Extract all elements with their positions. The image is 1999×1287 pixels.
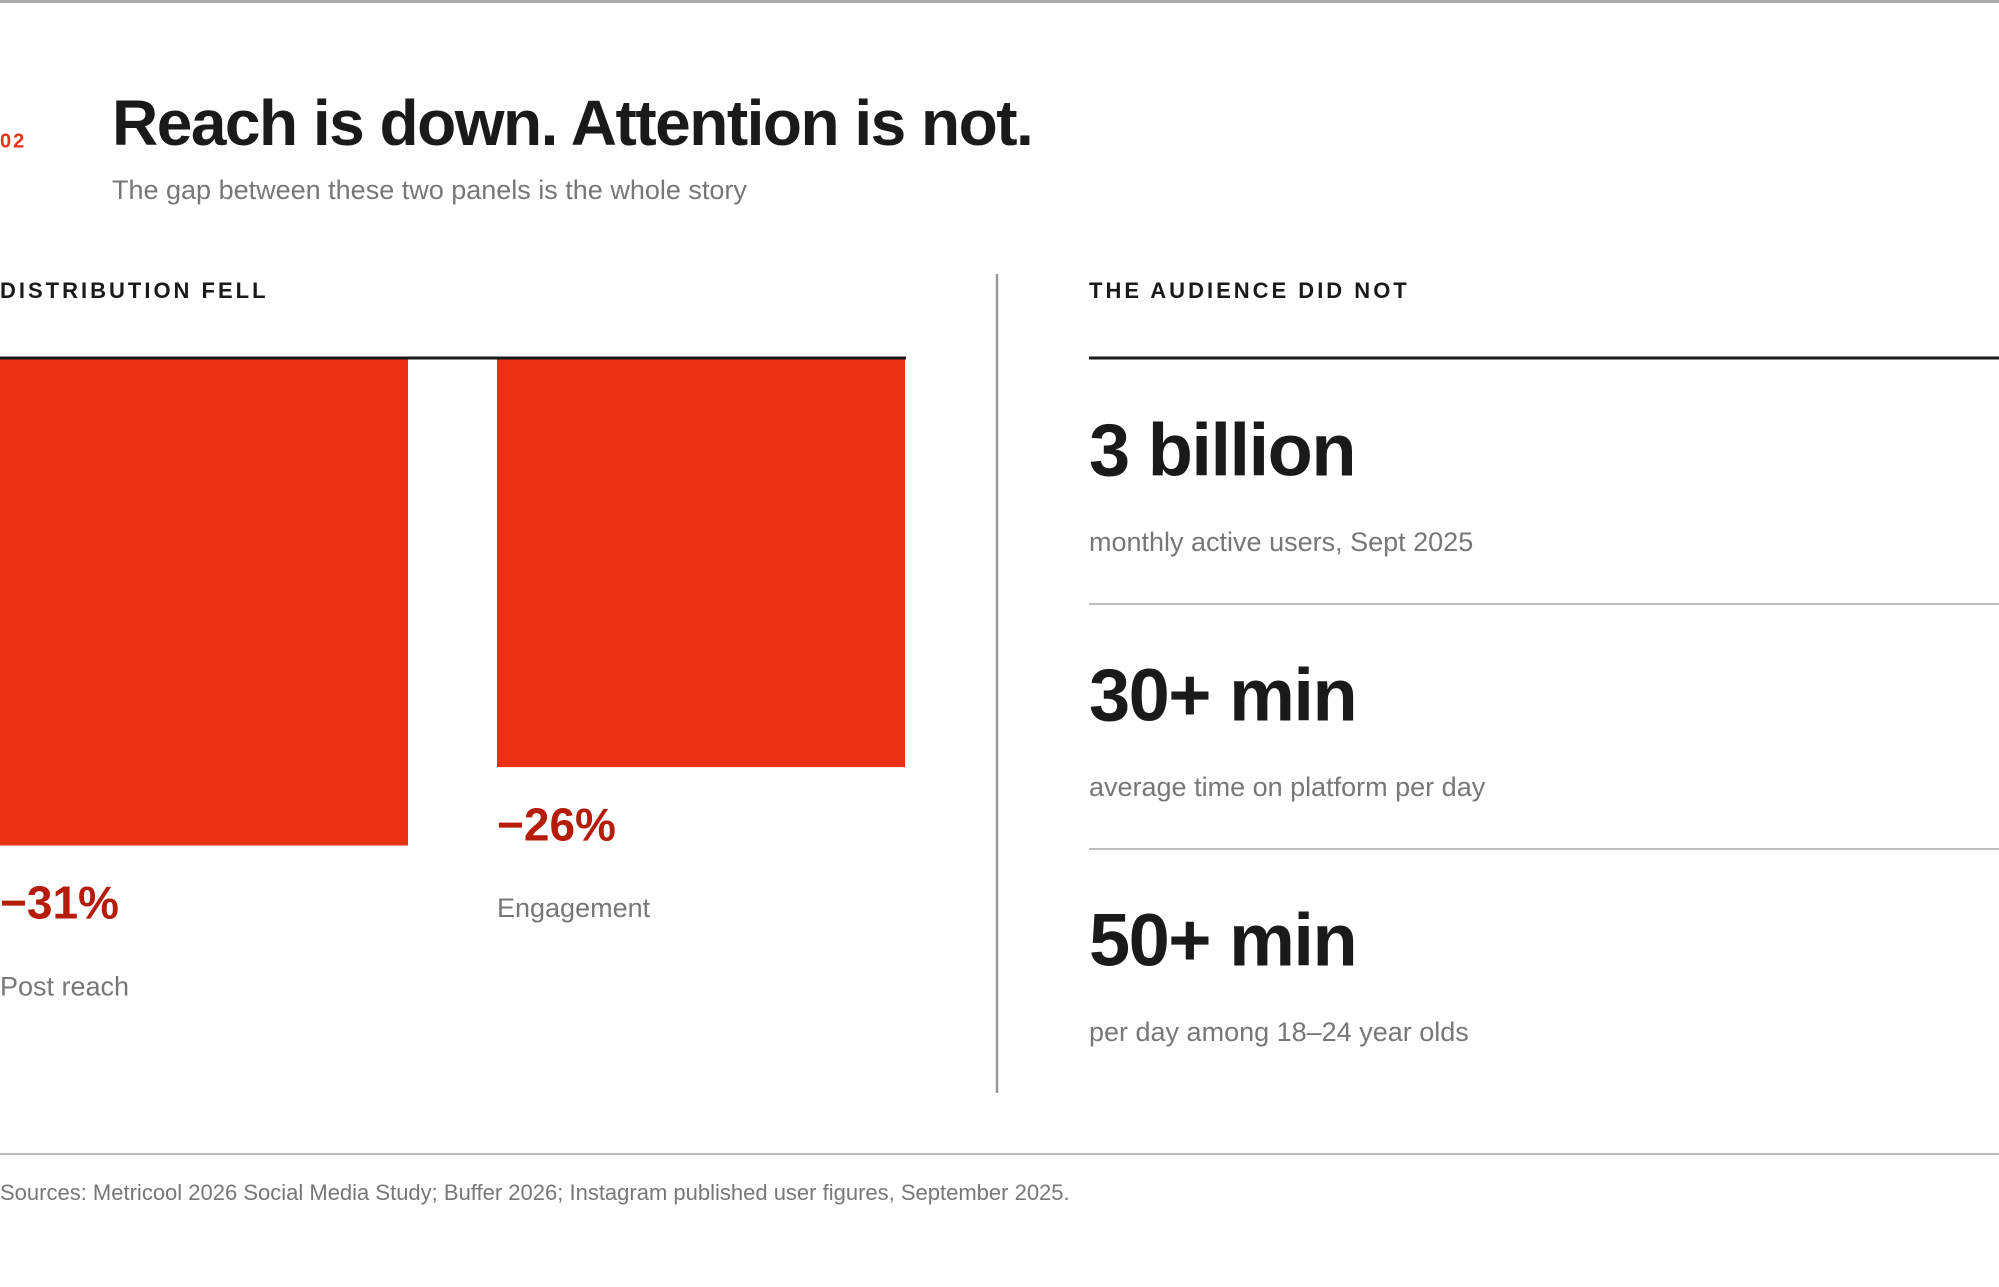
panel-heading: THE AUDIENCE DID NOT bbox=[1089, 278, 1410, 303]
stat-value: 50+ min bbox=[1089, 899, 1356, 982]
sources: Sources: Metricool 2026 Social Media Stu… bbox=[0, 1180, 1070, 1205]
panel-heading: DISTRIBUTION FELL bbox=[0, 278, 269, 303]
stat-label: monthly active users, Sept 2025 bbox=[1089, 527, 1473, 557]
bar bbox=[0, 359, 408, 846]
subtitle: The gap between these two panels is the … bbox=[112, 175, 747, 205]
value-label: −31% bbox=[0, 877, 119, 929]
section-number: 02 bbox=[0, 130, 26, 152]
stat-label: average time on platform per day bbox=[1089, 772, 1486, 802]
category-label: Engagement bbox=[497, 893, 651, 923]
stat-label: per day among 18–24 year olds bbox=[1089, 1017, 1469, 1047]
stat-value: 30+ min bbox=[1089, 654, 1356, 737]
category-label: Post reach bbox=[0, 972, 129, 1002]
value-label: −26% bbox=[497, 798, 616, 850]
title: Reach is down. Attention is not. bbox=[112, 87, 1032, 159]
stat-value: 3 billion bbox=[1089, 409, 1355, 492]
bar bbox=[497, 359, 905, 768]
